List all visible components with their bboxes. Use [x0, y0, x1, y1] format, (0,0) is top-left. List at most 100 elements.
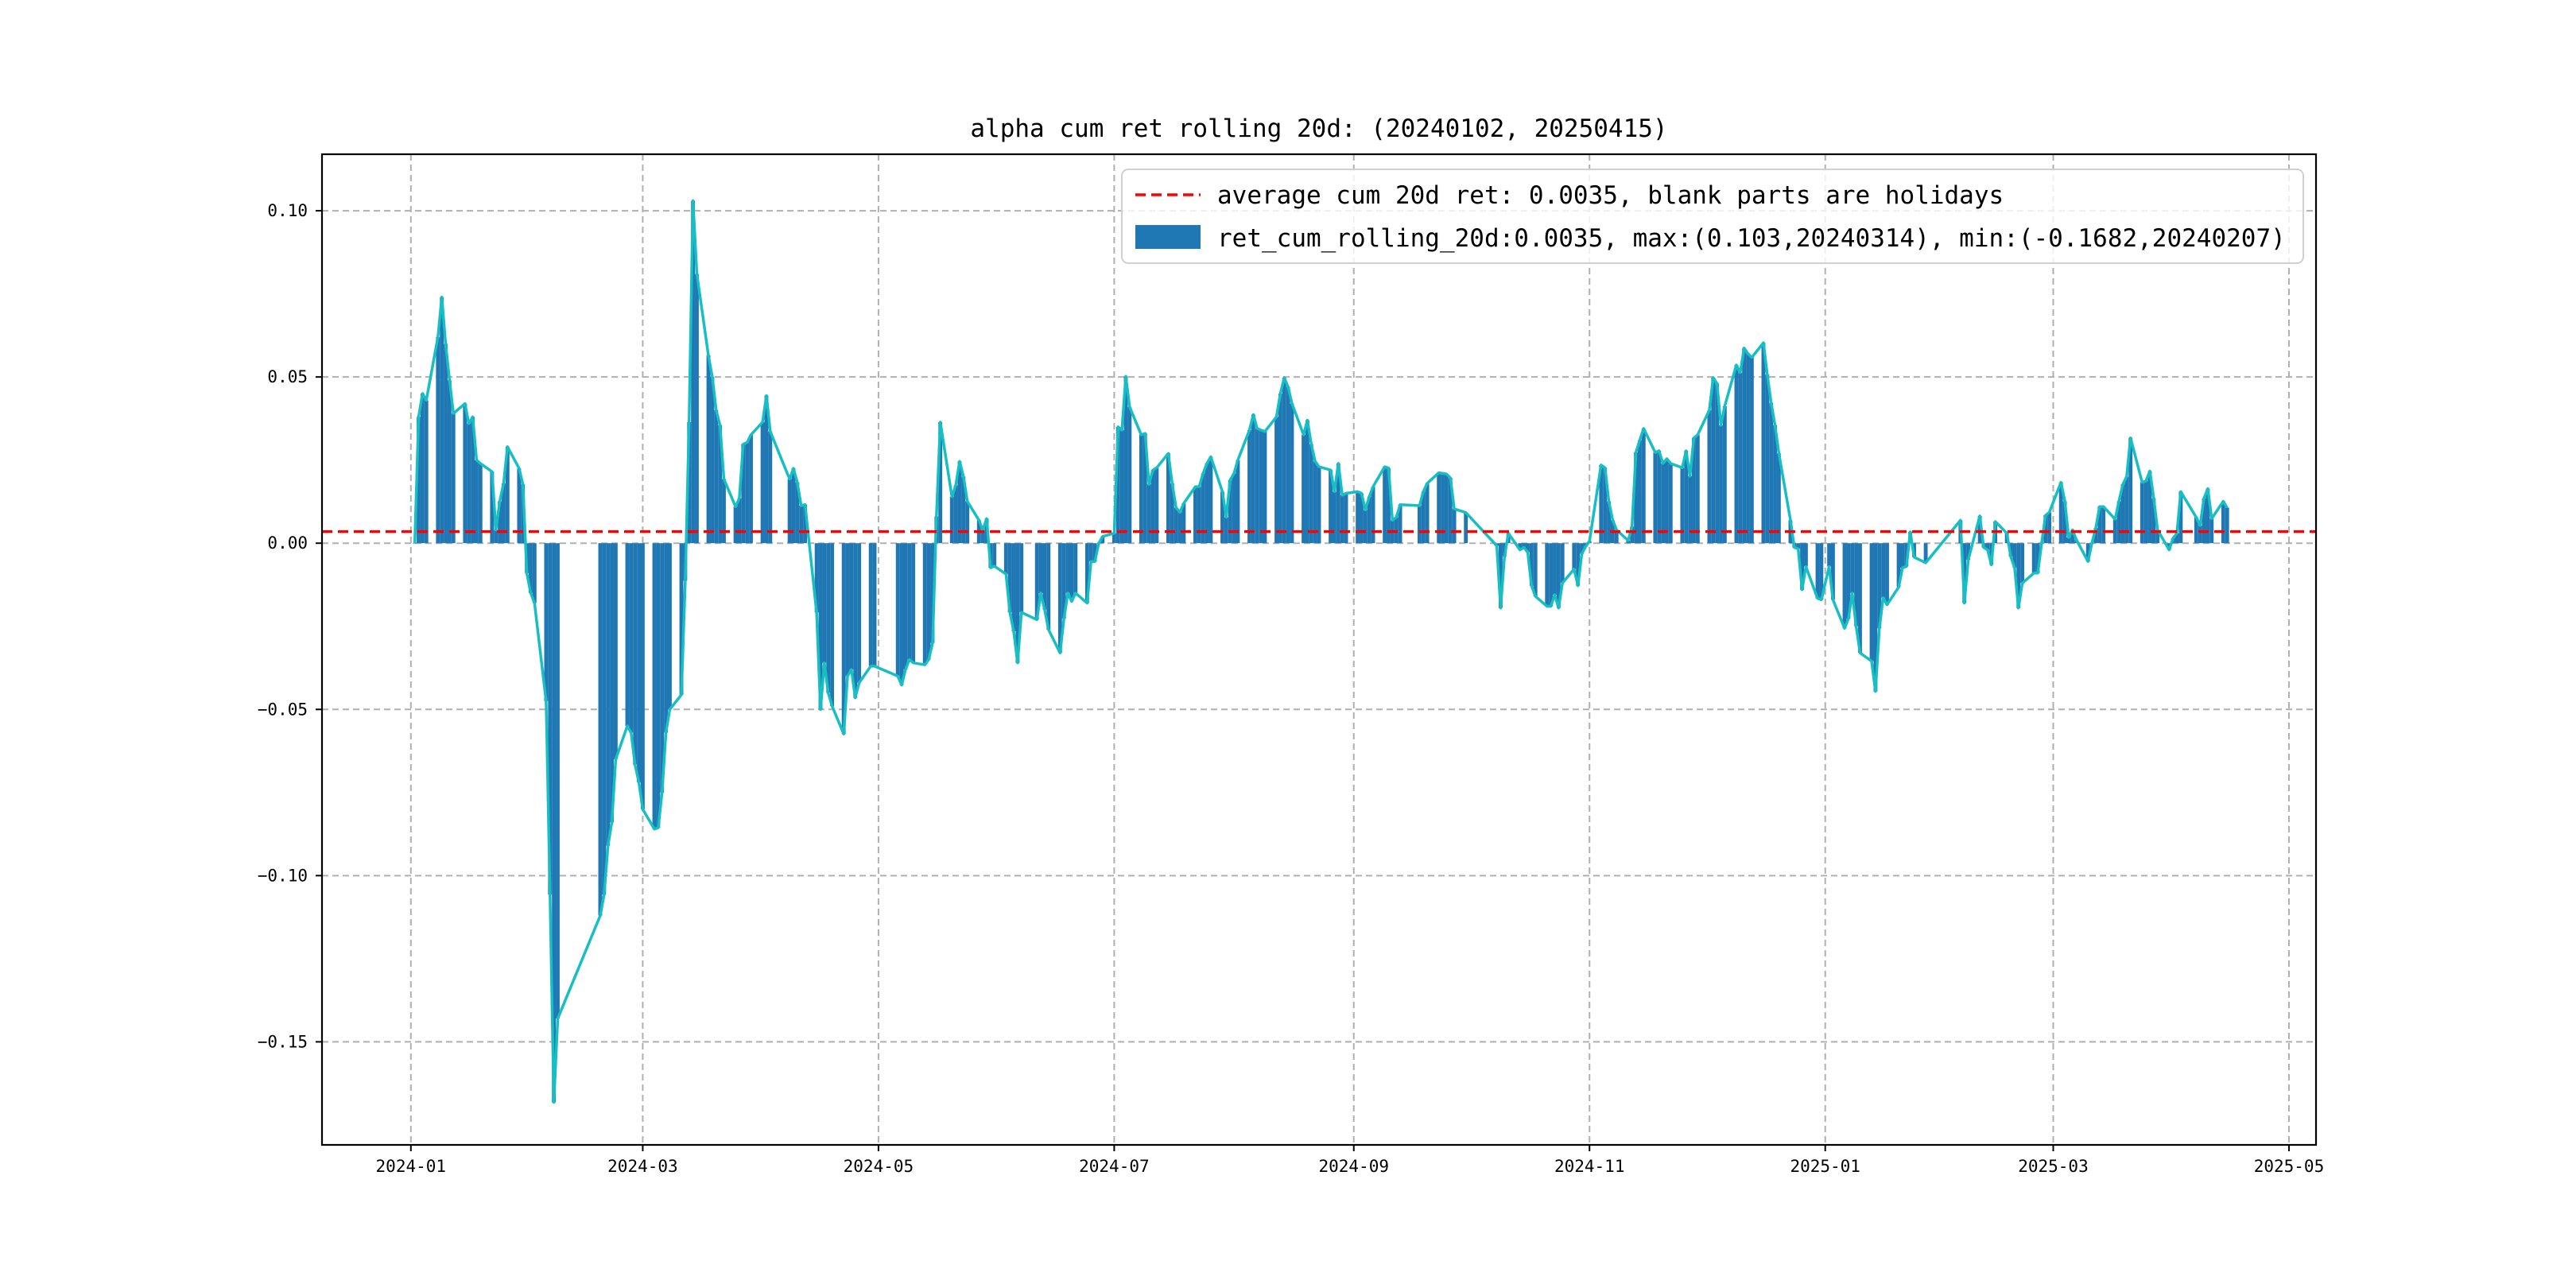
- y-tick-label: 0.10: [267, 201, 308, 220]
- bar: [1356, 491, 1360, 544]
- bar: [1034, 543, 1039, 620]
- bar: [822, 543, 827, 663]
- bar: [733, 506, 738, 544]
- bar: [1522, 543, 1527, 548]
- bar: [494, 530, 499, 544]
- bar: [2140, 482, 2144, 544]
- bar: [2206, 488, 2210, 544]
- bar: [1900, 543, 1905, 568]
- bar: [1846, 543, 1851, 619]
- bar: [2174, 533, 2179, 544]
- bar: [760, 422, 765, 544]
- bar: [1290, 403, 1294, 544]
- bar: [1803, 543, 1808, 567]
- bar: [1084, 543, 1089, 603]
- bar: [1011, 543, 1016, 632]
- bar: [1115, 426, 1120, 544]
- x-tick-label: 2024-11: [1554, 1157, 1625, 1176]
- bar: [610, 543, 614, 823]
- bar: [1572, 543, 1577, 569]
- bar: [957, 461, 962, 544]
- bar: [606, 543, 611, 846]
- bar: [2031, 543, 2036, 573]
- legend-box: [1121, 169, 2304, 264]
- bar: [2178, 491, 2183, 544]
- bar: [1545, 543, 1550, 607]
- bar: [1333, 491, 1336, 544]
- bar: [633, 543, 638, 765]
- bar: [826, 543, 831, 693]
- bar: [1576, 543, 1581, 586]
- bar: [1722, 405, 1727, 544]
- bar: [1499, 543, 1503, 608]
- bar: [2112, 519, 2117, 544]
- bar: [1776, 453, 1781, 544]
- bar: [1061, 543, 1066, 619]
- bar: [1417, 505, 1422, 544]
- bar: [2066, 537, 2071, 544]
- bar: [1088, 543, 1093, 562]
- bar: [1765, 374, 1770, 544]
- bar: [1977, 515, 1982, 544]
- bar: [1749, 357, 1754, 544]
- bar: [1665, 458, 1669, 544]
- bar: [799, 505, 804, 544]
- bar: [961, 476, 966, 544]
- bar: [1854, 543, 1859, 627]
- bar: [1371, 487, 1375, 544]
- bar: [1869, 543, 1874, 661]
- bar: [1707, 409, 1712, 544]
- bar: [745, 442, 750, 544]
- plot-frame: [320, 153, 2318, 1146]
- x-tick-label: 2024-05: [844, 1157, 914, 1176]
- bar: [613, 543, 618, 759]
- bar: [1421, 491, 1426, 544]
- bar: [517, 468, 522, 544]
- bar: [787, 479, 792, 544]
- bar: [849, 543, 854, 670]
- bar: [2093, 527, 2098, 544]
- bar: [2120, 484, 2125, 544]
- x-tick-label: 2024-09: [1318, 1157, 1389, 1176]
- bar: [1556, 543, 1561, 608]
- bar: [1719, 425, 1723, 544]
- bar: [1302, 434, 1305, 544]
- bar: [2209, 518, 2214, 544]
- bar: [1232, 473, 1236, 544]
- bar: [2016, 543, 2021, 608]
- bar: [1181, 503, 1186, 544]
- bar: [1684, 450, 1689, 544]
- bar: [1815, 543, 1820, 599]
- chart-title: alpha cum ret rolling 20d: (20240102, 20…: [970, 114, 1667, 143]
- bar: [2101, 506, 2106, 544]
- bar: [1278, 394, 1282, 544]
- bar: [444, 343, 448, 544]
- bar: [1251, 414, 1255, 544]
- bar: [2043, 515, 2048, 544]
- bar: [1692, 437, 1696, 544]
- x-tick-label: 2024-01: [376, 1157, 447, 1176]
- bar: [930, 543, 935, 643]
- bar: [1143, 433, 1147, 544]
- bar: [2020, 543, 2025, 584]
- bar: [1896, 543, 1901, 588]
- bar: [548, 543, 553, 895]
- bar: [1464, 512, 1468, 544]
- bar: [1015, 543, 1020, 663]
- y-tick-label: −0.15: [258, 1032, 308, 1051]
- bar: [1560, 543, 1565, 584]
- bar: [436, 336, 440, 544]
- bar: [1150, 470, 1155, 544]
- bar: [498, 501, 502, 544]
- bar: [652, 543, 657, 829]
- bar: [1205, 463, 1209, 544]
- bar: [857, 543, 862, 683]
- bar: [1444, 474, 1449, 544]
- x-tick-label: 2024-03: [607, 1157, 678, 1176]
- bar: [602, 543, 607, 895]
- bar: [1344, 493, 1348, 544]
- legend-label-series: ret_cum_rolling_20d:0.0035, max:(0.103,2…: [1217, 224, 2286, 253]
- bar: [737, 498, 742, 544]
- bar: [1549, 543, 1554, 607]
- bar: [529, 543, 533, 593]
